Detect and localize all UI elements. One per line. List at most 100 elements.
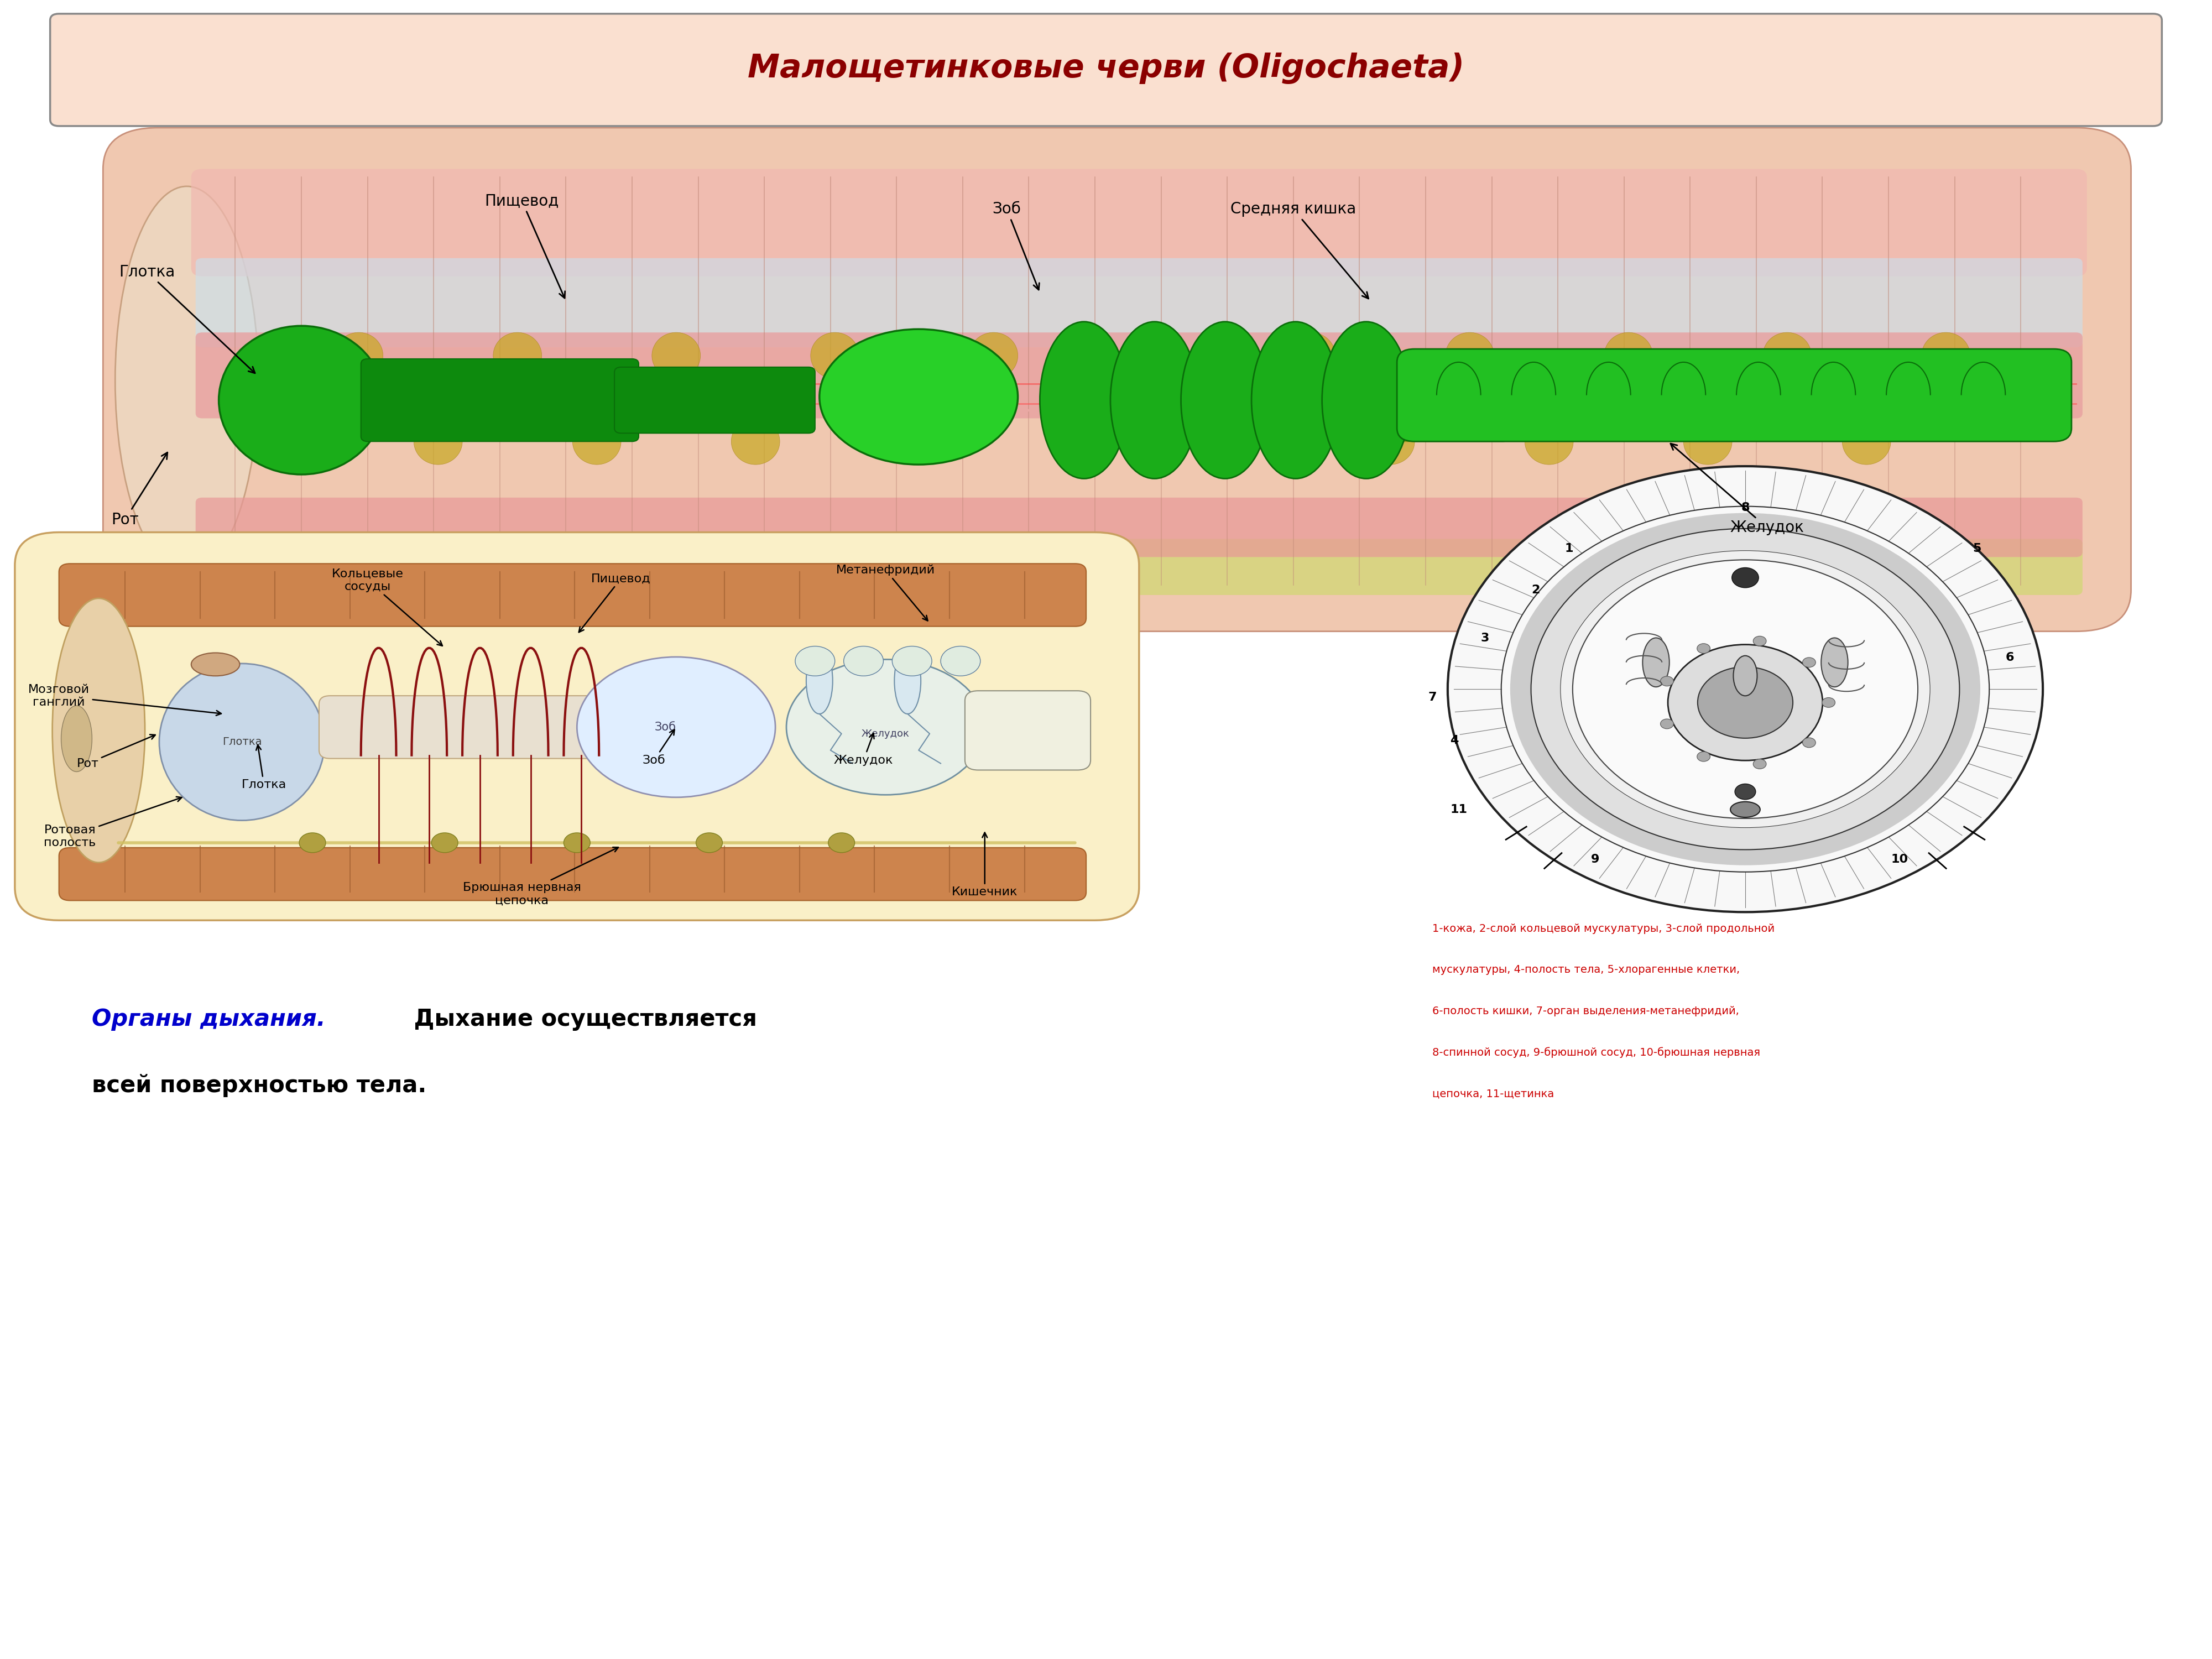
FancyBboxPatch shape: [319, 695, 606, 758]
Text: 11: 11: [1451, 805, 1467, 815]
Ellipse shape: [493, 332, 542, 378]
Text: 8-спинной сосуд, 9-брюшной сосуд, 10-брюшная нервная: 8-спинной сосуд, 9-брюшной сосуд, 10-брю…: [1431, 1047, 1761, 1058]
FancyBboxPatch shape: [1398, 348, 2070, 441]
Ellipse shape: [62, 705, 93, 771]
Text: 6: 6: [2006, 652, 2015, 664]
Text: Желудок: Желудок: [860, 728, 909, 738]
FancyBboxPatch shape: [195, 259, 2081, 347]
Circle shape: [1697, 752, 1710, 761]
Circle shape: [431, 833, 458, 853]
Text: Кольцевые
сосуды: Кольцевые сосуды: [332, 569, 442, 645]
Ellipse shape: [1843, 418, 1891, 465]
Circle shape: [1734, 785, 1756, 800]
Ellipse shape: [653, 332, 701, 378]
Ellipse shape: [1110, 322, 1199, 478]
Text: Дыхание осуществляется: Дыхание осуществляется: [407, 1007, 757, 1030]
Ellipse shape: [1734, 655, 1756, 695]
Ellipse shape: [573, 418, 622, 465]
Circle shape: [1754, 760, 1765, 768]
Text: Органы дыхания.: Органы дыхания.: [93, 1007, 325, 1030]
Circle shape: [1573, 559, 1918, 818]
Ellipse shape: [810, 332, 858, 378]
Ellipse shape: [1730, 801, 1761, 818]
Ellipse shape: [1252, 322, 1340, 478]
Text: Желудок: Желудок: [834, 733, 894, 766]
Ellipse shape: [1444, 332, 1493, 378]
FancyBboxPatch shape: [361, 358, 639, 441]
Circle shape: [1447, 466, 2044, 912]
Text: Глотка: Глотка: [119, 264, 254, 373]
Ellipse shape: [940, 647, 980, 675]
FancyBboxPatch shape: [195, 332, 2081, 418]
Text: Рот: Рот: [77, 735, 155, 770]
FancyBboxPatch shape: [195, 498, 2081, 557]
Text: 8: 8: [1741, 503, 1750, 513]
Text: Глотка: Глотка: [221, 737, 261, 747]
Circle shape: [1697, 667, 1794, 738]
Ellipse shape: [794, 647, 834, 675]
Ellipse shape: [159, 664, 325, 821]
Text: Зоб: Зоб: [655, 722, 677, 733]
Text: Малощетинковые черви (Oligochaeta): Малощетинковые черви (Oligochaeta): [748, 53, 1464, 85]
Ellipse shape: [1048, 418, 1097, 465]
Ellipse shape: [1287, 332, 1336, 378]
Ellipse shape: [414, 418, 462, 465]
Text: Пищевод: Пищевод: [484, 192, 564, 299]
Circle shape: [1661, 677, 1674, 687]
Circle shape: [1803, 738, 1816, 748]
Ellipse shape: [254, 418, 303, 465]
Ellipse shape: [787, 659, 984, 795]
FancyBboxPatch shape: [195, 539, 2081, 596]
Ellipse shape: [1181, 322, 1270, 478]
Ellipse shape: [1040, 322, 1128, 478]
Text: 3: 3: [1480, 632, 1489, 644]
Ellipse shape: [1683, 418, 1732, 465]
Text: Мозговой
ганглий: Мозговой ганглий: [29, 684, 221, 715]
Ellipse shape: [805, 649, 832, 713]
Circle shape: [1661, 718, 1674, 728]
Text: Брюшная нервная
цепочка: Брюшная нервная цепочка: [462, 848, 619, 906]
FancyBboxPatch shape: [1055, 358, 1509, 441]
Ellipse shape: [889, 418, 938, 465]
Ellipse shape: [969, 332, 1018, 378]
FancyBboxPatch shape: [964, 690, 1091, 770]
FancyBboxPatch shape: [60, 564, 1086, 627]
Text: 7: 7: [1429, 692, 1436, 703]
Circle shape: [1823, 697, 1836, 707]
FancyBboxPatch shape: [104, 128, 2130, 632]
Circle shape: [1511, 513, 1980, 866]
Circle shape: [697, 833, 723, 853]
Circle shape: [1668, 645, 1823, 760]
Ellipse shape: [1323, 322, 1411, 478]
FancyBboxPatch shape: [190, 169, 2086, 277]
FancyBboxPatch shape: [51, 13, 2161, 126]
Ellipse shape: [732, 418, 781, 465]
Text: 9: 9: [1590, 854, 1599, 864]
Text: Ротовая
полость: Ротовая полость: [44, 796, 181, 848]
FancyBboxPatch shape: [15, 533, 1139, 921]
Circle shape: [1732, 567, 1759, 587]
Text: 2: 2: [1531, 584, 1540, 596]
Ellipse shape: [1922, 332, 1971, 378]
FancyBboxPatch shape: [615, 367, 814, 433]
Text: Рот: Рот: [111, 453, 168, 528]
Ellipse shape: [1367, 418, 1416, 465]
Text: 10: 10: [1891, 854, 1909, 864]
Text: 6-полость кишки, 7-орган выделения-метанефридий,: 6-полость кишки, 7-орган выделения-метан…: [1431, 1005, 1739, 1017]
Ellipse shape: [818, 328, 1018, 465]
Text: Кишечник: Кишечник: [951, 833, 1018, 898]
Text: мускулатуры, 4-полость тела, 5-хлорагенные клетки,: мускулатуры, 4-полость тела, 5-хлорагенн…: [1431, 964, 1741, 975]
Text: Желудок: Желудок: [1670, 443, 1805, 536]
Text: цепочка, 11-щетинка: цепочка, 11-щетинка: [1431, 1088, 1555, 1098]
Text: Глотка: Глотка: [241, 745, 285, 790]
Circle shape: [299, 833, 325, 853]
Circle shape: [1531, 529, 1960, 849]
Circle shape: [1803, 657, 1816, 667]
Circle shape: [1754, 635, 1765, 645]
Ellipse shape: [1604, 332, 1652, 378]
Text: Пищевод: Пищевод: [580, 572, 650, 632]
Ellipse shape: [1763, 332, 1812, 378]
Ellipse shape: [219, 325, 385, 474]
Circle shape: [1697, 644, 1710, 654]
Ellipse shape: [115, 186, 259, 574]
